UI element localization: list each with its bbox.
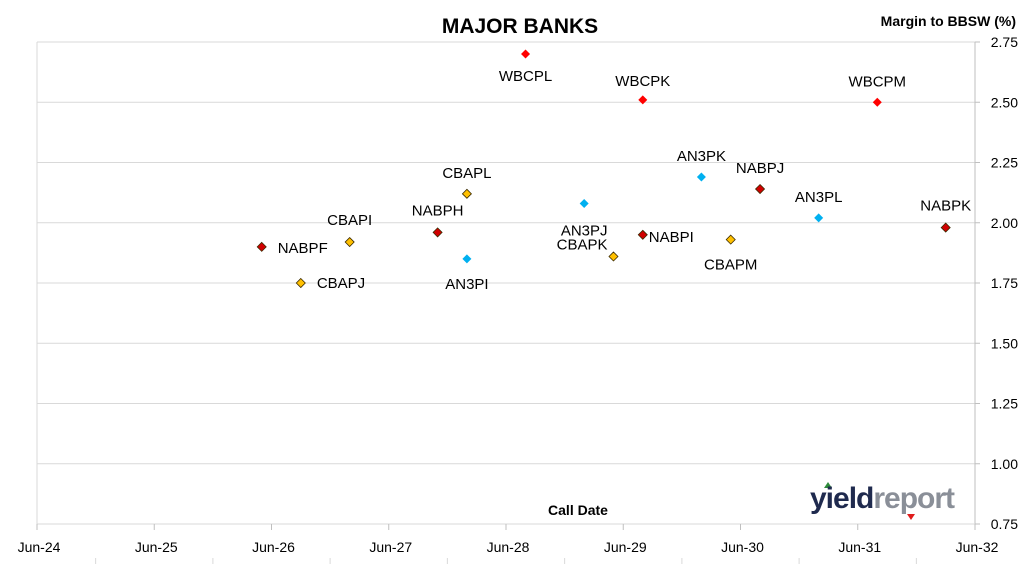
axes	[36, 41, 980, 564]
x-tick-label: Jun-30	[721, 539, 764, 555]
data-label-an3pj: AN3PJ	[561, 222, 608, 239]
x-tick-label: Jun-29	[604, 539, 647, 555]
data-label-nabpi: NABPI	[649, 229, 694, 246]
chart-title: MAJOR BANKS	[442, 15, 598, 38]
point-an3pk	[696, 172, 706, 182]
data-points	[256, 49, 951, 289]
x-tick-label: Jun-32	[956, 539, 999, 555]
logo-text-yield: yield	[810, 482, 873, 515]
data-label-nabpj: NABPJ	[736, 160, 784, 177]
x-tick-label: Jun-28	[487, 539, 530, 555]
data-labels: WBCPL WBCPK WBCPM AN3PI AN3PJ AN3PK AN3PL CBAPJ…	[278, 68, 971, 293]
data-label-wbcpm: WBCPM	[849, 73, 907, 90]
tick-labels: 0.75 1.00 1.25 1.50 1.75 2.00 2.25 2.50 2.75 Jun-…	[18, 34, 1019, 555]
point-wbcpl	[521, 49, 531, 59]
x-tick-label: Jun-27	[369, 539, 412, 555]
point-an3pi	[462, 254, 472, 264]
logo-text-report: report	[873, 482, 955, 515]
gridlines	[37, 41, 975, 525]
point-nabpj	[754, 183, 766, 195]
data-label-nabph: NABPH	[412, 202, 464, 219]
y-tick-label: 2.50	[991, 94, 1018, 110]
data-label-an3pk: AN3PK	[677, 148, 726, 165]
point-nabpi	[637, 229, 648, 240]
data-label-cbapk: CBAPK	[557, 236, 608, 253]
data-label-cbapl: CBAPL	[442, 165, 491, 182]
point-nabpf	[256, 241, 267, 252]
point-wbcpk	[638, 95, 648, 105]
data-label-an3pi: AN3PI	[445, 276, 488, 293]
data-label-cbapi: CBAPI	[327, 212, 372, 229]
point-cbapk	[608, 251, 619, 262]
yieldreport-logo: yieldreport	[810, 478, 970, 522]
data-label-nabpf: NABPF	[278, 240, 328, 257]
data-label-an3pl: AN3PL	[795, 189, 843, 206]
data-label-cbapm: CBAPM	[704, 257, 757, 274]
y-tick-label: 0.75	[991, 516, 1018, 532]
svg-text:yieldreport: yieldreport	[810, 482, 955, 515]
point-nabpk	[940, 222, 951, 233]
point-cbapm	[725, 234, 736, 245]
point-wbcpm	[872, 97, 882, 107]
x-tick-label: Jun-31	[838, 539, 881, 555]
y-tick-label: 1.00	[991, 456, 1018, 472]
data-label-nabpk: NABPK	[920, 198, 971, 215]
point-an3pl	[814, 213, 824, 223]
x-tick-label: Jun-24	[18, 539, 61, 555]
x-tick-label: Jun-25	[135, 539, 178, 555]
point-cbapl	[461, 188, 472, 199]
point-cbapj	[295, 277, 306, 289]
y-tick-label: 2.00	[991, 215, 1018, 231]
logo-arrow-up-icon	[824, 482, 832, 488]
point-an3pj	[579, 198, 589, 208]
y-tick-label: 1.25	[991, 396, 1018, 412]
y-tick-label: 2.25	[991, 155, 1018, 171]
y-tick-label: 1.50	[991, 335, 1018, 351]
x-axis-title: Call Date	[548, 502, 608, 518]
data-label-wbcpk: WBCPK	[615, 73, 670, 90]
data-label-cbapj: CBAPJ	[317, 275, 365, 292]
y-axis-title: Margin to BBSW (%)	[881, 13, 1016, 29]
logo-arrow-down-icon	[907, 514, 915, 520]
point-cbapi	[344, 236, 355, 248]
x-tick-label: Jun-26	[252, 539, 295, 555]
y-tick-label: 1.75	[991, 275, 1018, 291]
y-tick-label: 2.75	[991, 34, 1018, 50]
data-label-wbcpl: WBCPL	[499, 68, 552, 85]
point-nabph	[432, 227, 443, 238]
